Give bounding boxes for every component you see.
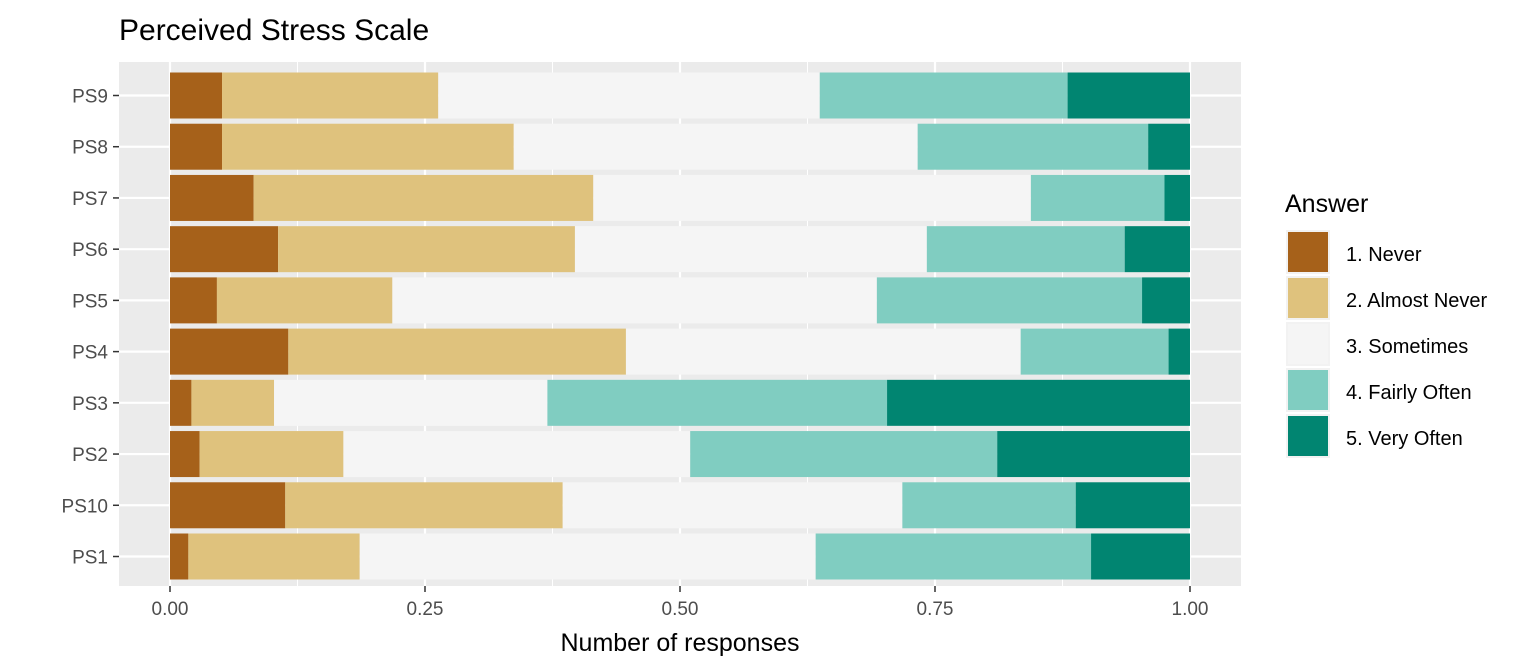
bar-segment: PS7 — 1. Never: 0.082	[170, 174, 254, 221]
bar-segment: PS7 — 4. Fairly Often: 0.131	[1030, 174, 1165, 221]
y-tick-label: PS9	[72, 87, 108, 108]
bar-segment: PS10 — 3. Sometimes: 0.333	[562, 482, 903, 529]
bar-segment: PS1 — 3. Sometimes: 0.447	[359, 533, 816, 580]
y-tick-label: PS7	[72, 189, 108, 210]
legend-swatch	[1288, 416, 1328, 456]
bar-segment: PS7 — 3. Sometimes: 0.429	[593, 174, 1031, 221]
bar-segment: PS7 — 2. Almost Never: 0.333	[253, 174, 594, 221]
bar-segment: PS4 — 1. Never: 0.116	[170, 328, 289, 375]
bar-row-ps1: PS1 — 1. Never: 0.018PS1 — 2. Almost Nev…	[170, 533, 1190, 580]
bar-segment: PS10 — 2. Almost Never: 0.272	[285, 482, 563, 529]
bar-segment: PS6 — 4. Fairly Often: 0.194	[926, 226, 1125, 273]
bar-segment: PS8 — 4. Fairly Often: 0.226	[917, 123, 1149, 170]
bar-segment: PS5 — 2. Almost Never: 0.172	[216, 277, 393, 324]
bar-segment: PS6 — 3. Sometimes: 0.345	[574, 226, 927, 273]
bar-segment: PS5 — 1. Never: 0.046	[170, 277, 217, 324]
y-tick-label: PS2	[72, 445, 108, 466]
legend-title: Answer	[1285, 190, 1368, 218]
y-tick-label: PS1	[72, 548, 108, 569]
bar-segment: PS3 — 3. Sometimes: 0.268	[274, 379, 548, 426]
y-tick-label: PS4	[72, 343, 108, 364]
x-axis: 0.00 0.25 0.50 0.75 1.00	[152, 586, 1209, 620]
bar-segment: PS8 — 2. Almost Never: 0.286	[222, 123, 514, 170]
bar-segment: PS10 — 1. Never: 0.113	[170, 482, 286, 529]
legend-item: 3. Sometimes	[1286, 322, 1468, 366]
bar-segment: PS4 — 2. Almost Never: 0.331	[288, 328, 626, 375]
bar-segment: PS9 — 3. Sometimes: 0.374	[438, 72, 820, 119]
legend-label: 5. Very Often	[1346, 428, 1463, 450]
bar-segment: PS4 — 4. Fairly Often: 0.145	[1020, 328, 1169, 375]
x-tick-label: 0.25	[407, 599, 444, 620]
legend-swatch	[1288, 324, 1328, 364]
x-tick-label: 0.50	[662, 599, 699, 620]
legend: Answer 1. Never 2. Almost Never 3. Sometim…	[1285, 190, 1488, 458]
bar-segment: PS1 — 1. Never: 0.018	[170, 533, 189, 580]
bar-row-ps5: PS5 — 1. Never: 0.046PS5 — 2. Almost Nev…	[170, 277, 1190, 324]
bar-segment: PS4 — 3. Sometimes: 0.387	[625, 328, 1021, 375]
legend-label: 2. Almost Never	[1346, 290, 1488, 312]
bar-row-ps6: PS6 — 1. Never: 0.106PS6 — 2. Almost Nev…	[170, 226, 1190, 273]
bar-segment: PS9 — 4. Fairly Often: 0.243	[819, 72, 1068, 119]
bar-segment: PS5 — 5. Very Often: 0.047	[1142, 277, 1190, 324]
bar-segment: PS6 — 1. Never: 0.106	[170, 226, 279, 273]
legend-item: 2. Almost Never	[1286, 276, 1488, 320]
y-axis: PS1 PS10 PS2 PS3 PS4 PS5 PS6 PS7 PS8 PS9	[62, 87, 119, 569]
y-tick-label: PS5	[72, 291, 108, 312]
y-tick-label: PS8	[72, 138, 108, 159]
bar-segment: PS2 — 3. Sometimes: 0.34	[343, 431, 691, 478]
bar-segment: PS9 — 1. Never: 0.051	[170, 72, 223, 119]
bars: PS1 — 1. Never: 0.018PS1 — 2. Almost Nev…	[170, 72, 1190, 580]
legend-label: 4. Fairly Often	[1346, 382, 1472, 404]
legend-swatch	[1288, 278, 1328, 318]
bar-segment: PS3 — 4. Fairly Often: 0.333	[547, 379, 888, 426]
chart-title: Perceived Stress Scale	[119, 14, 429, 47]
bar-segment: PS6 — 2. Almost Never: 0.291	[278, 226, 575, 273]
bar-segment: PS1 — 5. Very Often: 0.097	[1091, 533, 1190, 580]
legend-swatch	[1288, 370, 1328, 410]
bar-segment: PS2 — 1. Never: 0.029	[170, 431, 200, 478]
bar-segment: PS9 — 5. Very Often: 0.12	[1067, 72, 1190, 119]
bar-segment: PS10 — 4. Fairly Often: 0.17	[902, 482, 1076, 529]
legend-swatch	[1288, 232, 1328, 272]
legend-item: 4. Fairly Often	[1286, 368, 1472, 412]
legend-label: 1. Never	[1346, 244, 1422, 266]
bar-row-ps7: PS7 — 1. Never: 0.082PS7 — 2. Almost Nev…	[170, 174, 1190, 221]
bar-row-ps8: PS8 — 1. Never: 0.051PS8 — 2. Almost Nev…	[170, 123, 1190, 170]
bar-segment: PS9 — 2. Almost Never: 0.212	[222, 72, 439, 119]
x-tick-label: 0.75	[917, 599, 954, 620]
bar-segment: PS1 — 2. Almost Never: 0.168	[188, 533, 360, 580]
bar-segment: PS3 — 1. Never: 0.021	[170, 379, 192, 426]
bar-segment: PS3 — 5. Very Often: 0.297	[887, 379, 1190, 426]
bar-segment: PS5 — 3. Sometimes: 0.475	[392, 277, 877, 324]
y-tick-label: PS6	[72, 240, 108, 261]
bar-row-ps2: PS2 — 1. Never: 0.029PS2 — 2. Almost Nev…	[170, 431, 1190, 478]
bar-segment: PS4 — 5. Very Often: 0.021	[1168, 328, 1190, 375]
bar-segment: PS2 — 5. Very Often: 0.189	[997, 431, 1190, 478]
legend-label: 3. Sometimes	[1346, 336, 1468, 358]
bar-segment: PS7 — 5. Very Often: 0.025	[1164, 174, 1190, 221]
bar-segment: PS8 — 5. Very Often: 0.041	[1148, 123, 1190, 170]
legend-item: 5. Very Often	[1286, 414, 1463, 458]
bar-segment: PS2 — 2. Almost Never: 0.141	[199, 431, 344, 478]
bar-segment: PS2 — 4. Fairly Often: 0.301	[690, 431, 998, 478]
bar-segment: PS10 — 5. Very Often: 0.112	[1075, 482, 1190, 529]
bar-row-ps9: PS9 — 1. Never: 0.051PS9 — 2. Almost Nev…	[170, 72, 1190, 119]
bar-row-ps10: PS10 — 1. Never: 0.113PS10 — 2. Almost N…	[170, 482, 1190, 529]
y-tick-label: PS3	[72, 394, 108, 415]
x-tick-label: 0.00	[152, 599, 189, 620]
x-tick-label: 1.00	[1172, 599, 1209, 620]
y-tick-label: PS10	[62, 496, 108, 517]
bar-segment: PS8 — 3. Sometimes: 0.396	[513, 123, 918, 170]
bar-row-ps3: PS3 — 1. Never: 0.021PS3 — 2. Almost Nev…	[170, 379, 1190, 426]
bar-segment: PS1 — 4. Fairly Often: 0.27	[815, 533, 1092, 580]
x-axis-title: Number of responses	[560, 629, 799, 657]
bar-segment: PS5 — 4. Fairly Often: 0.26	[876, 277, 1143, 324]
legend-item: 1. Never	[1286, 230, 1422, 274]
bar-segment: PS3 — 2. Almost Never: 0.081	[191, 379, 275, 426]
bar-row-ps4: PS4 — 1. Never: 0.116PS4 — 2. Almost Nev…	[170, 328, 1190, 375]
bar-segment: PS6 — 5. Very Often: 0.064	[1124, 226, 1190, 273]
bar-segment: PS8 — 1. Never: 0.051	[170, 123, 223, 170]
